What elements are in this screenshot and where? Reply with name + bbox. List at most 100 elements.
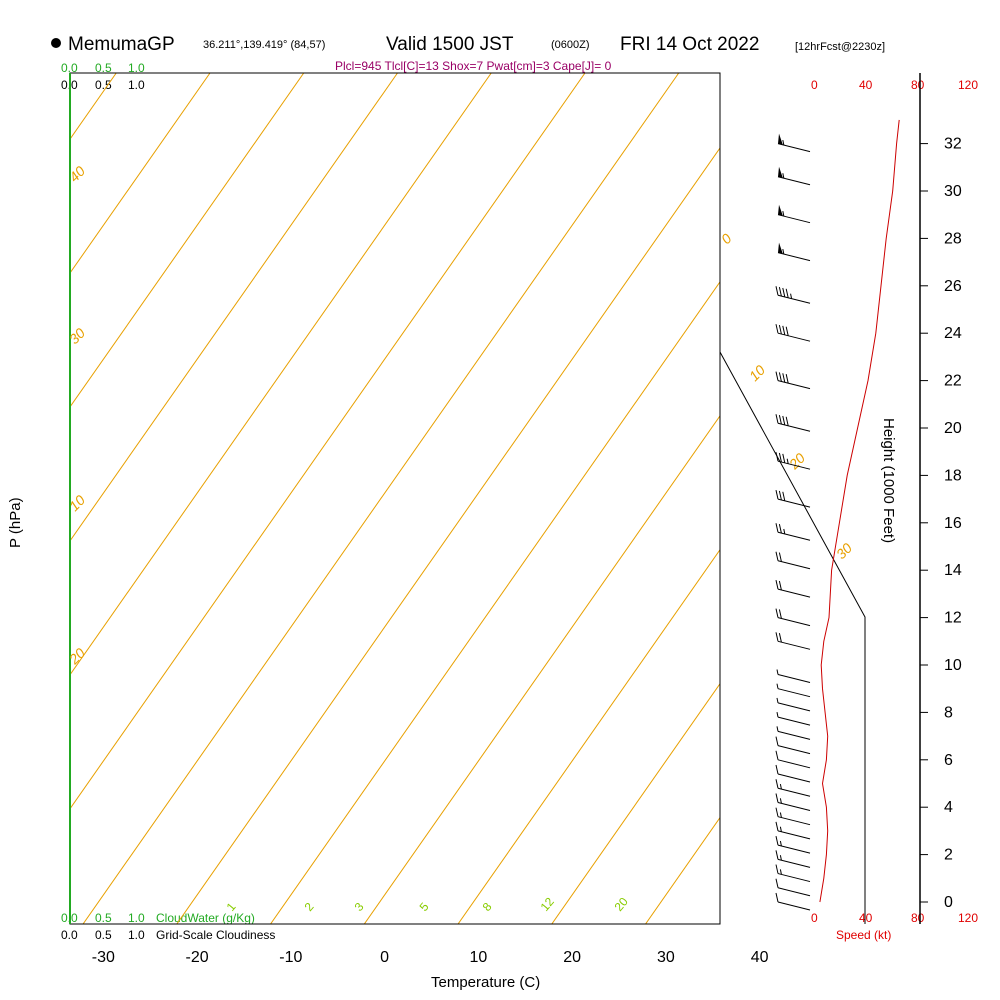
cloudiness-label: Grid-Scale Cloudiness xyxy=(156,928,275,942)
wind-barb xyxy=(775,821,811,840)
x-tick-40: 40 xyxy=(751,949,769,966)
height-tick-26: 26 xyxy=(944,278,962,295)
grid-layer xyxy=(70,73,1000,924)
x-tick-10: 10 xyxy=(469,949,487,966)
wind-barb xyxy=(777,133,811,153)
station-name: MemumaGP xyxy=(68,34,175,55)
height-tick-2: 2 xyxy=(944,847,953,864)
cloudiness-scale-bottom-0: 0.0 xyxy=(61,928,78,942)
isotherm--30 xyxy=(82,73,680,924)
isotherm-20 xyxy=(551,682,720,924)
height-tick-20: 20 xyxy=(944,420,962,437)
isotherm-10 xyxy=(457,548,720,924)
x-tick--30: -30 xyxy=(92,949,115,966)
station-marker-icon xyxy=(51,38,61,48)
height-tick-24: 24 xyxy=(944,325,962,342)
wind-barb xyxy=(775,764,811,783)
speed-tick-top-3: 120 xyxy=(958,78,978,92)
height-tick-0: 0 xyxy=(944,894,953,911)
plot-area: 1000850700500400300250-30-20-10010203040… xyxy=(65,72,1000,966)
x-tick-0: 0 xyxy=(380,949,389,966)
height-tick-18: 18 xyxy=(944,467,962,484)
wind-barb xyxy=(775,371,811,390)
height-tick-30: 30 xyxy=(944,183,962,200)
cw-scale-bottom-2: 1.0 xyxy=(128,911,145,925)
height-tick-14: 14 xyxy=(944,562,962,579)
height-tick-12: 12 xyxy=(944,610,962,627)
cloudiness-scale-top-1: 0.5 xyxy=(95,78,112,92)
height-axis-label: Height (1000 Feet) xyxy=(880,418,897,543)
wind-barb xyxy=(775,608,811,627)
wind-barb xyxy=(775,850,811,868)
x-tick-20: 20 xyxy=(563,949,581,966)
isotherm--20 xyxy=(176,147,720,924)
height-tick-28: 28 xyxy=(944,230,962,247)
isotherm-label: 10 xyxy=(746,362,768,384)
wind-barb xyxy=(775,807,811,826)
cw-scale-bottom-1: 0.5 xyxy=(95,911,112,925)
wind-barb xyxy=(775,878,811,897)
height-tick-16: 16 xyxy=(944,515,962,532)
wind-barb xyxy=(775,632,811,650)
wind-barb xyxy=(776,669,811,683)
wind-barb xyxy=(775,414,811,432)
mixing-ratio-label: 5 xyxy=(417,900,432,914)
height-tick-22: 22 xyxy=(944,373,962,390)
isotherm--40 xyxy=(70,73,586,810)
speed-tick-bottom-1: 40 xyxy=(859,911,873,925)
mixing-ratio-label: 20 xyxy=(612,894,632,913)
mixing-ratio-label: 3 xyxy=(352,900,367,914)
wind-barb xyxy=(775,452,811,470)
mixing-ratio-label: 2 xyxy=(302,900,317,914)
x-axis-label: Temperature (C) xyxy=(431,974,540,991)
isotherm-label: 20 xyxy=(65,645,88,668)
isotherm-30 xyxy=(645,816,720,924)
speed-tick-top-0: 0 xyxy=(811,78,818,92)
forecast-tag: [12hrFcst@2230z] xyxy=(795,41,885,53)
wind-speed-line xyxy=(819,119,900,903)
speed-tick-top-2: 80 xyxy=(911,78,925,92)
speed-tick-bottom-0: 0 xyxy=(811,911,818,925)
isotherm--10 xyxy=(270,281,720,924)
params-line: Plcl=945 Tlcl[C]=13 Shox=7 Pwat[cm]=3 Ca… xyxy=(335,59,612,73)
mixing-ratio-label: 12 xyxy=(538,894,558,913)
isotherm-label: 20 xyxy=(785,450,808,473)
cloudiness-scale-top-2: 1.0 xyxy=(128,78,145,92)
isotherm-60 xyxy=(927,73,1000,924)
speed-axis-label: Speed (kt) xyxy=(836,928,891,942)
wind-barb xyxy=(776,726,811,740)
wind-barb xyxy=(775,736,811,755)
wind-barb xyxy=(775,836,811,854)
wind-barb xyxy=(775,324,811,342)
wind-barb xyxy=(775,580,811,598)
wind-barb xyxy=(775,779,811,797)
x-tick-30: 30 xyxy=(657,949,675,966)
wind-barb xyxy=(775,286,811,304)
wind-barb xyxy=(776,683,811,698)
valid-time: Valid 1500 JST xyxy=(386,34,514,55)
wind-barb xyxy=(777,166,811,186)
isotherm--70 xyxy=(70,73,305,408)
isotherm--60 xyxy=(70,73,398,542)
wind-barb xyxy=(776,712,811,726)
isotherm-50 xyxy=(833,73,1000,924)
y-axis-label: P (hPa) xyxy=(7,497,24,548)
wind-barb xyxy=(775,489,811,508)
wind-barb xyxy=(775,793,811,811)
mixing-ratio-label: 8 xyxy=(480,900,495,914)
height-tick-32: 32 xyxy=(944,136,962,153)
wind-barb xyxy=(776,697,811,712)
height-tick-8: 8 xyxy=(944,704,953,721)
wind-panel-boundary xyxy=(719,351,866,924)
wind-barb xyxy=(775,750,811,769)
speed-tick-bottom-3: 120 xyxy=(958,911,978,925)
cw-scale-top-1: 0.5 xyxy=(95,61,112,75)
isotherm--50 xyxy=(70,73,492,676)
x-tick--20: -20 xyxy=(186,949,209,966)
height-tick-4: 4 xyxy=(944,799,953,816)
isotherm--80 xyxy=(70,73,211,274)
wind-barb xyxy=(775,864,811,883)
cw-scale-top-0: 0.0 xyxy=(61,61,78,75)
speed-tick-bottom-2: 80 xyxy=(911,911,925,925)
